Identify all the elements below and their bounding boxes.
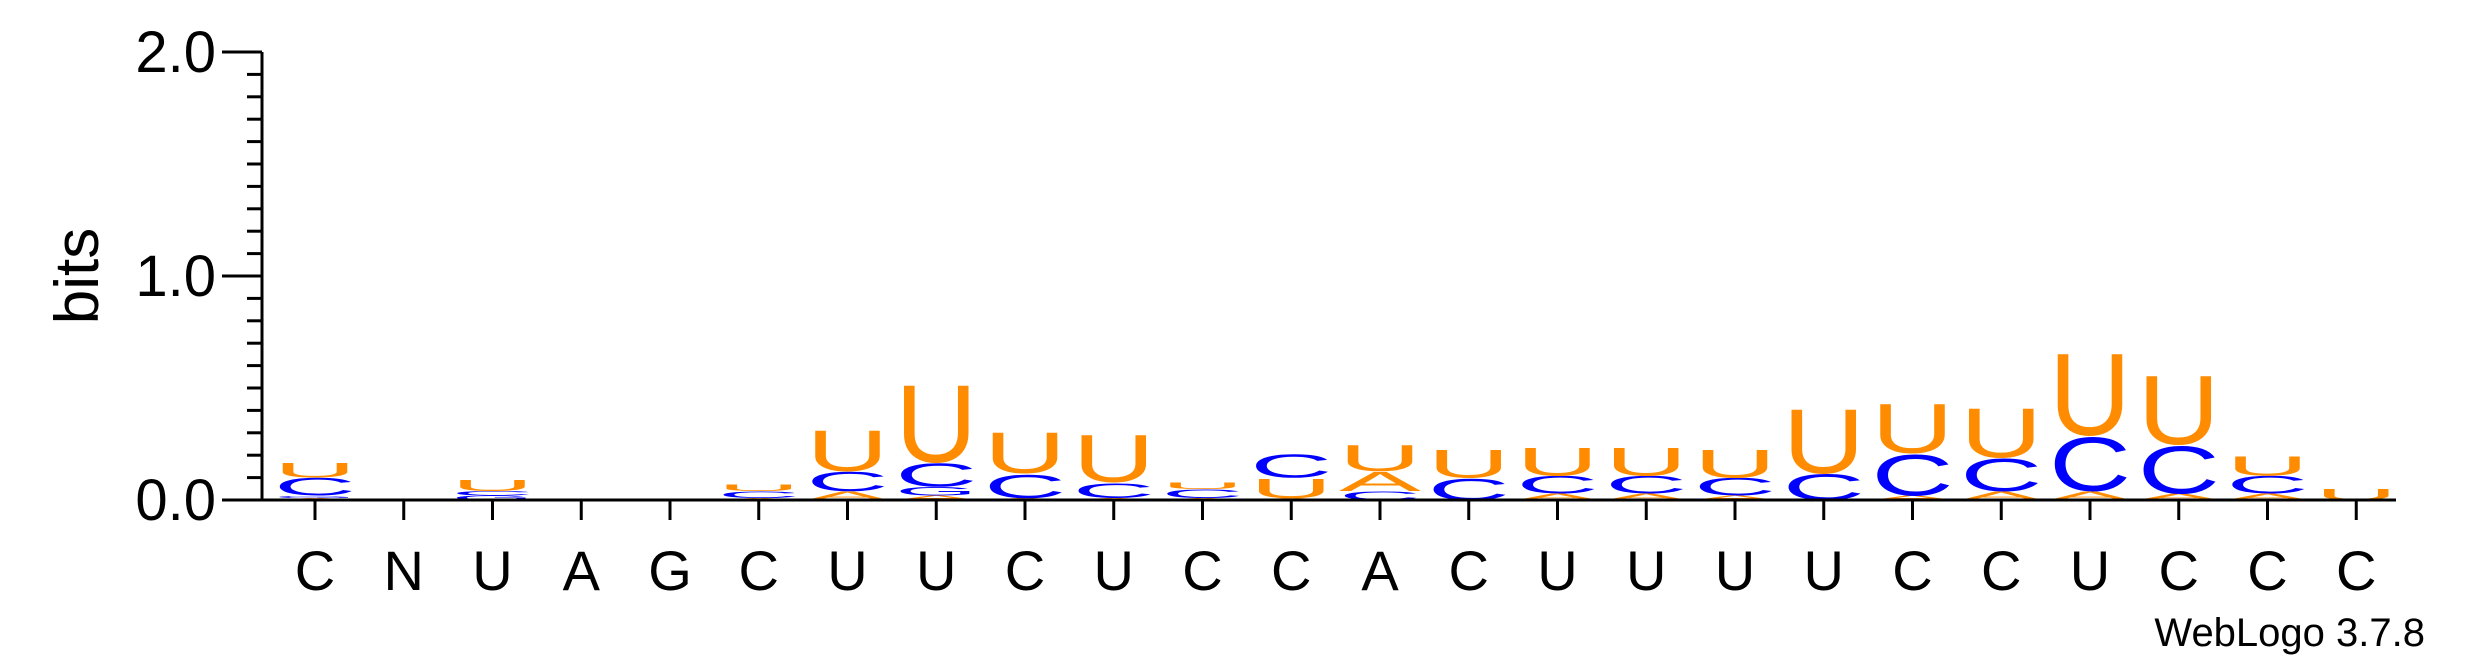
logo-letter-C: C [718, 490, 800, 500]
x-tick-label: C [739, 539, 779, 602]
logo-letter-U: U [1783, 389, 1865, 492]
logo-letter-A: A [895, 494, 977, 501]
logo-letter-C: C [1960, 450, 2042, 501]
logo-letter-C: C [1605, 471, 1687, 498]
logo-letter-U: U [718, 483, 800, 493]
logo-letter-U: U [451, 477, 533, 494]
y-tick-label: 1.0 [135, 244, 216, 309]
logo-letter-C: C [895, 456, 977, 494]
logo-letter-C: C [1516, 471, 1598, 498]
logo-letter-A: A [2138, 492, 2220, 502]
logo-letter-C: C [1161, 487, 1243, 501]
logo-letter-A: A [1871, 494, 1953, 501]
logo-letter-U: U [1871, 389, 1953, 468]
logo-letter-U: U [895, 362, 977, 485]
logo-letter-U: U [806, 419, 888, 484]
logo-letter-U: U [1694, 442, 1776, 487]
y-tick-label: 2.0 [135, 20, 216, 85]
logo-letter-C: C [1250, 447, 1332, 485]
x-tick-label: C [2159, 539, 2199, 602]
x-tick-label: U [472, 539, 512, 602]
x-tick-label: N [384, 539, 424, 602]
y-axis-label: bits [43, 228, 112, 324]
x-tick-label: A [563, 539, 601, 602]
logo-letter-A: A [1694, 494, 1776, 501]
logo-letter-A: A [1517, 492, 1599, 502]
logo-letter-C: C [2049, 421, 2131, 507]
logo-letter-U: U [2138, 355, 2220, 465]
logo-letter-C: C [1871, 443, 1953, 508]
logo-letter-U: U [2226, 450, 2308, 481]
logo-letter-C: C [2138, 432, 2220, 508]
x-tick-label: C [2247, 539, 2287, 602]
logo-letter-C: C [1694, 474, 1776, 501]
logo-letter-U: U [984, 421, 1066, 486]
logo-letter-G: G [274, 495, 356, 498]
logo-letter-G: G [895, 484, 977, 498]
logo-letter-A: A [1339, 466, 1422, 497]
x-tick-label: C [2336, 539, 2376, 602]
logo-letter-U: U [1073, 421, 1155, 497]
logo-letter-C: C [2226, 471, 2308, 498]
x-tick-label: C [295, 539, 335, 602]
x-tick-label: C [1182, 539, 1222, 602]
x-tick-label: U [1094, 539, 1134, 602]
logo-letter-C: C [274, 474, 356, 501]
logo-letter-U: U [1960, 394, 2042, 473]
logo-letter-U: U [1516, 440, 1598, 485]
logo-stacks: AGCUGCUACUACUAGCUACUACUACUAUCCAUCUACUACU… [274, 331, 2397, 509]
logo-letter-A: A [2227, 492, 2309, 502]
logo-letter-U: U [1339, 438, 1421, 479]
x-tick-label: C [1892, 539, 1932, 602]
x-tick-label: C [1271, 539, 1311, 602]
logo-letter-A: A [1605, 492, 1687, 502]
logo-letter-U: U [1161, 481, 1243, 491]
logo-letter-U: U [274, 458, 356, 482]
y-tick-label: 0.0 [135, 468, 216, 533]
x-tick-label: A [1361, 539, 1399, 602]
x-tick-label: C [1005, 539, 1045, 602]
logo-letter-G: G [452, 494, 534, 501]
logo-letter-U: U [1605, 440, 1687, 485]
x-tick-label: C [1981, 539, 2021, 602]
logo-letter-C: C [451, 490, 533, 497]
x-tick-label: U [916, 539, 956, 602]
logo-letter-U: U [2049, 331, 2131, 461]
x-tick-label: U [1626, 539, 1666, 602]
logo-letter-C: C [1073, 479, 1155, 503]
x-tick-label: U [827, 539, 867, 602]
x-tick-label: C [1449, 539, 1489, 602]
weblogo-credit: WebLogo 3.7.8 [2154, 611, 2425, 655]
y-ticks: 0.0 1.0 2.0 [135, 20, 262, 533]
x-tick-label: U [1715, 539, 1755, 602]
x-tick-label: U [1804, 539, 1844, 602]
x-tick-label: U [1537, 539, 1577, 602]
x-tick-label: U [2070, 539, 2110, 602]
logo-letter-U: U [1428, 442, 1510, 487]
x-tick-label: G [648, 539, 692, 602]
logo-letter-C: C [806, 466, 888, 497]
